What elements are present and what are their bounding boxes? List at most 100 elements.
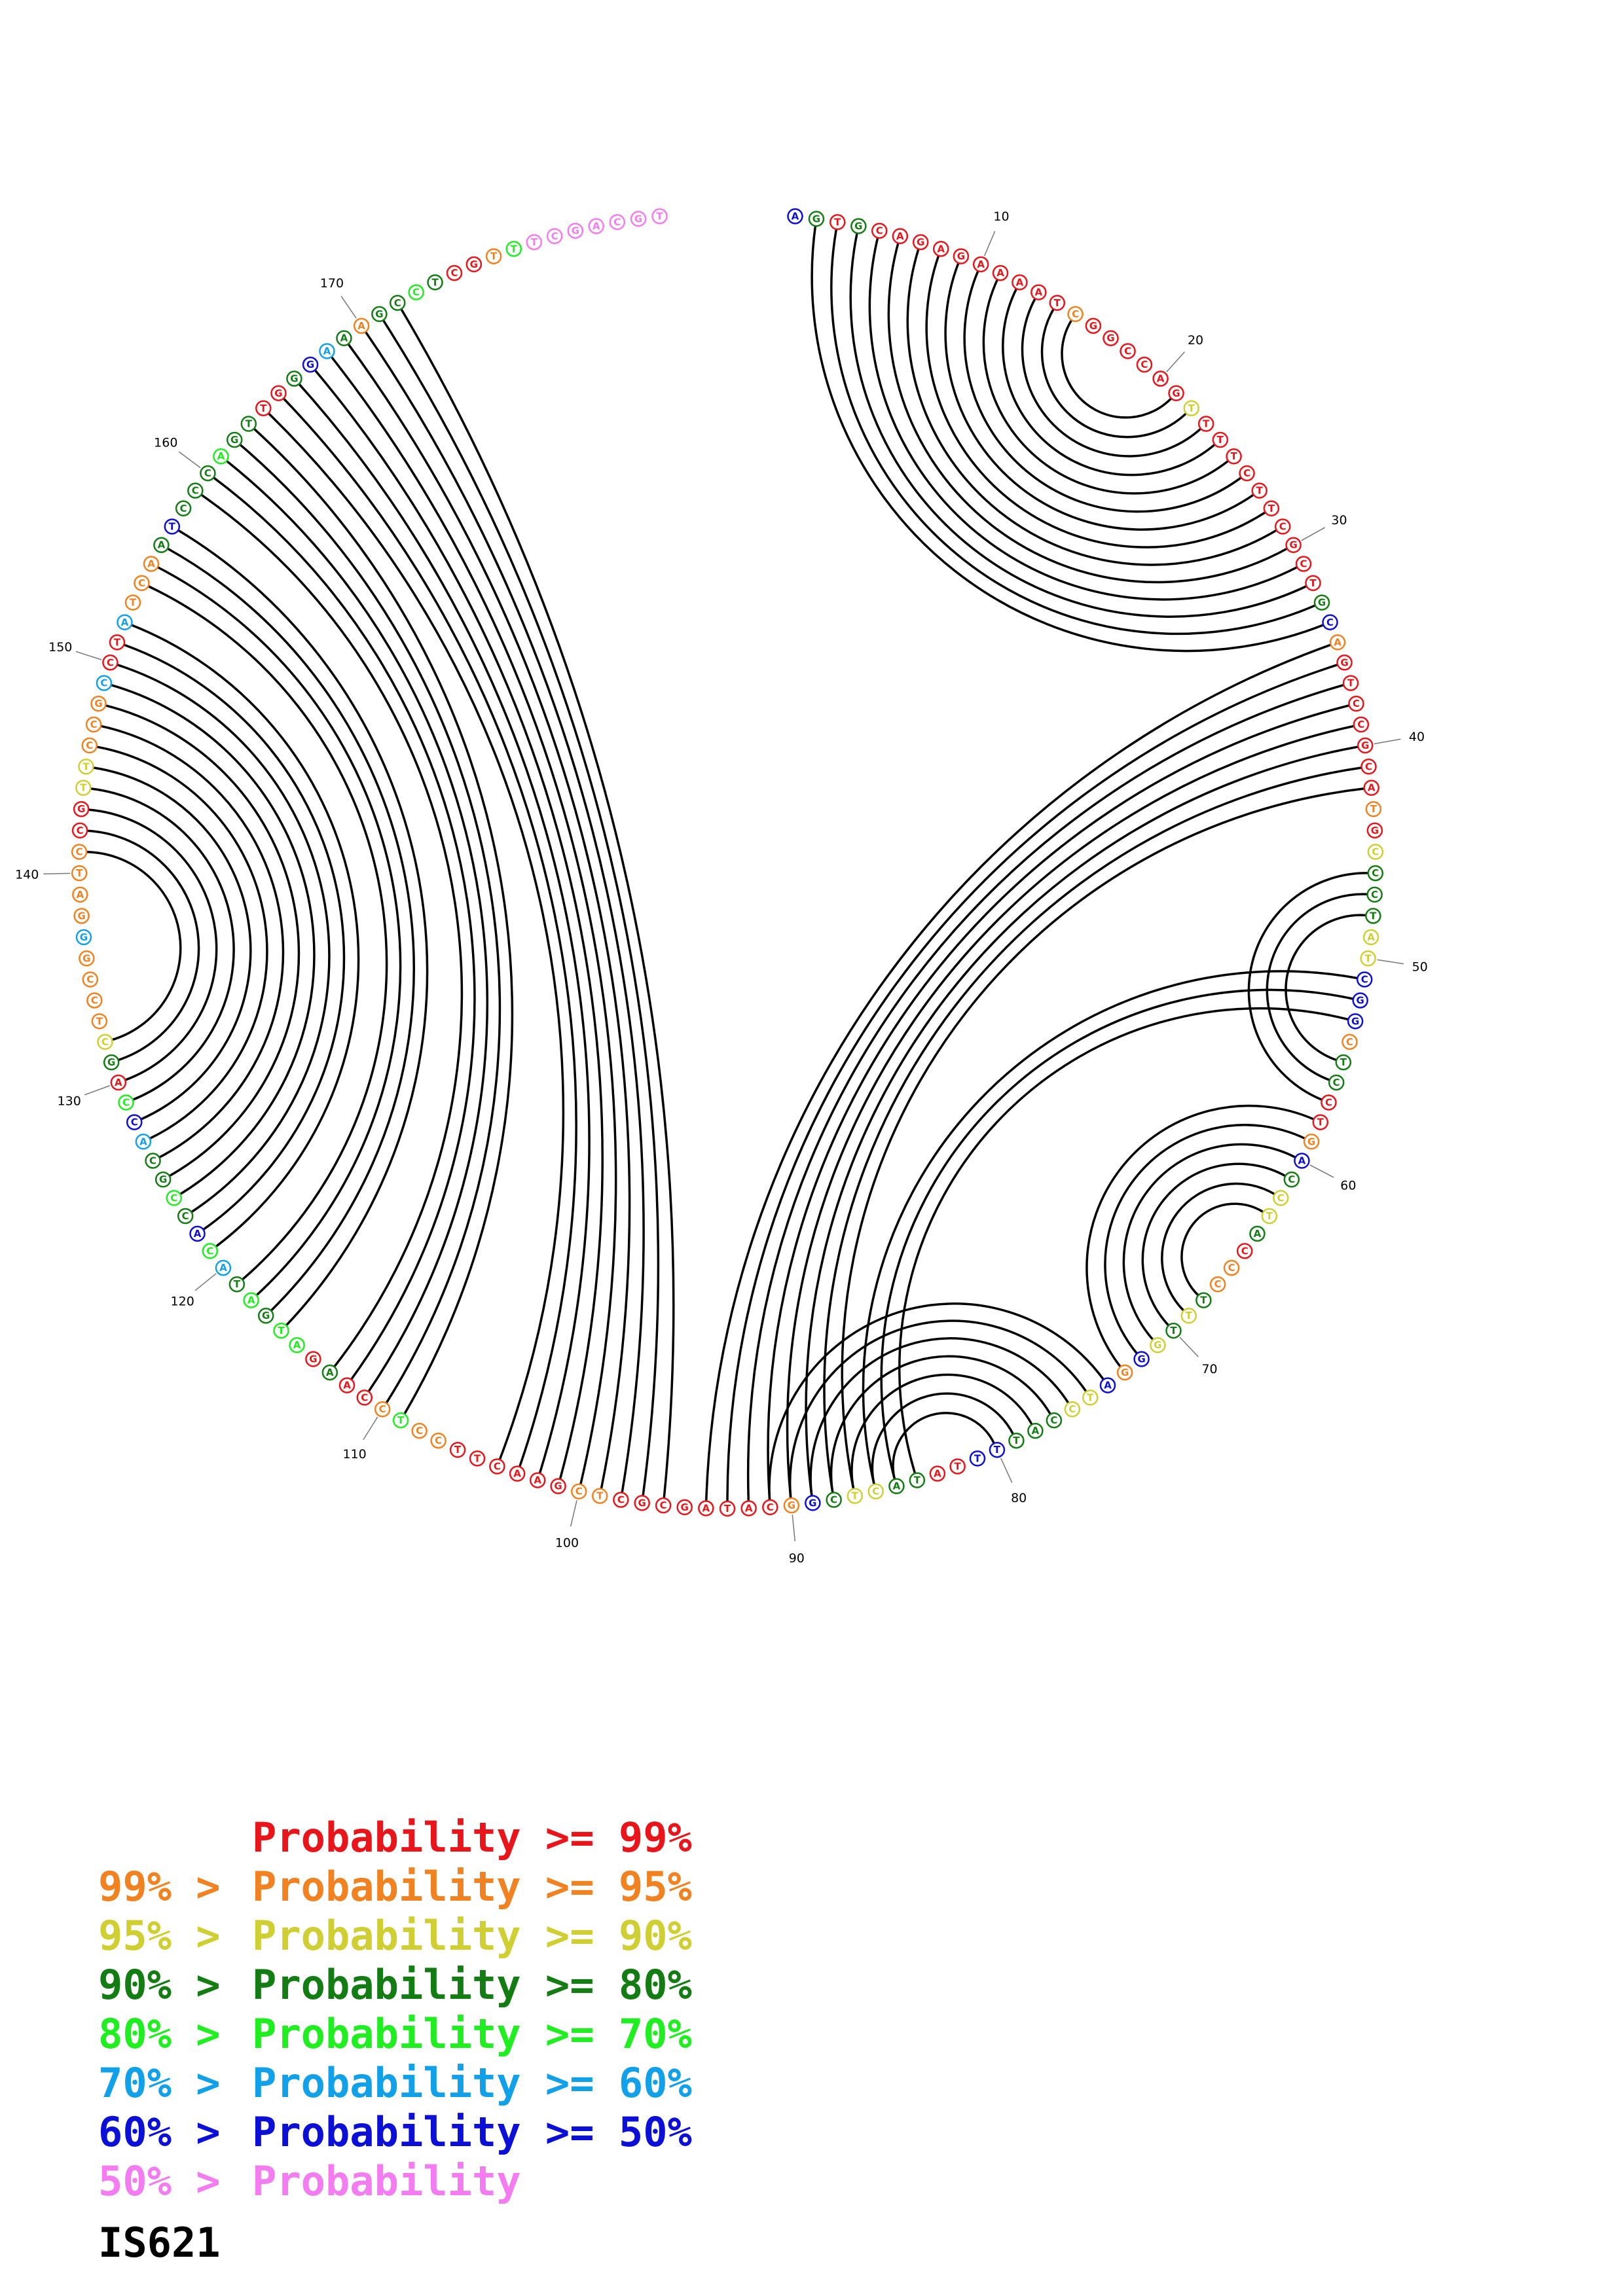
nucleotide-letter: T [724,1503,731,1515]
nucleotide-letter: C [107,656,114,668]
nucleotide-letter: G [159,1174,167,1185]
nucleotide-circle [485,248,502,264]
nucleotide-letter: C [379,1403,386,1415]
nucleotide-letter: C [1353,698,1360,709]
nucleotide: T [949,1458,966,1475]
nucleotide: C [200,465,216,482]
nucleotide-letter: C [1072,308,1079,320]
nucleotide-circle [109,634,126,651]
nucleotide: C [430,1432,447,1449]
nucleotide-letter: G [812,213,820,224]
nucleotide-circle [91,1013,108,1030]
nucleotide-letter: A [1016,276,1024,288]
nucleotide-letter: C [1357,719,1364,730]
base-pair-arc [1247,872,1369,1102]
nucleotide: C [1360,759,1377,775]
nucleotide: C [1328,1074,1345,1091]
nucleotide-letter: T [1230,450,1237,462]
nucleotide: C [1120,343,1136,359]
nucleotide-circle [411,1422,428,1439]
nucleotide: C [145,1153,161,1169]
nucleotide-circle [102,655,119,671]
base-pair-arc [200,493,464,1369]
nucleotide-letter: T [511,243,518,255]
nucleotide: A [932,241,949,257]
nucleotide-circle [389,295,406,312]
nucleotide: C [1236,1243,1253,1259]
base-pair-arc [768,1302,1105,1501]
nucleotide-letter: T [1186,1310,1193,1321]
nucleotide-circle [829,214,846,230]
base-pair-arc [282,397,577,1468]
tick-label: 160 [154,435,177,450]
nucleotide: A [321,1364,338,1381]
nucleotide-letter: T [1256,485,1264,497]
nucleotide-circle [1367,844,1384,860]
nucleotide: G [286,370,302,387]
nucleotide-circle [430,1432,447,1449]
tick-line [1179,1336,1199,1357]
nucleotide-circle [1133,1351,1150,1367]
nucleotide-letter: T [1217,434,1224,446]
nucleotide-circle [613,1492,629,1508]
nucleotide: A [1249,1225,1266,1242]
nucleotide-circle [550,1478,566,1494]
legend-prefix: 70% > [98,2059,245,2107]
nucleotide-letter: T [914,1475,921,1486]
nucleotide-letter: T [1013,1435,1020,1446]
nucleotide-circle [200,465,216,482]
nucleotide-circle [719,1500,736,1517]
base-pair-arc [906,248,1278,566]
tick-label: 60 [1340,1179,1356,1193]
nucleotide-letter: A [1254,1228,1262,1240]
legend-row: Probability >= 99% [98,1813,692,1862]
tick-line [340,296,357,319]
nucleotide: G [1150,1336,1166,1354]
nucleotide: T [469,1450,486,1467]
nucleotide-letter: T [852,1490,859,1502]
nucleotide-circle [1116,1364,1133,1381]
nucleotide-circle [164,518,181,535]
nucleotide-circle [1183,400,1199,417]
nucleotide-letter: T [1087,1391,1094,1403]
nucleotide-letter: G [1351,1015,1359,1027]
nucleotide-circle [1223,1259,1240,1276]
nucleotide-circle [96,675,113,691]
nucleotide-letter: G [957,251,965,262]
nucleotide: C [71,822,88,839]
nucleotide-letter: C [1325,1096,1332,1108]
nucleotide-circle [228,1276,246,1293]
nucleotide: A [336,330,352,346]
nucleotide-letter: T [1340,1056,1347,1068]
nucleotide: A [72,886,88,903]
base-pair-arc [809,1337,1070,1497]
nucleotide-circle [465,256,483,273]
nucleotide-circle [73,800,90,817]
nucleotide-circle [166,1190,182,1206]
nucleotide: G [805,1495,821,1511]
nucleotide-letter: C [122,1096,130,1108]
nucleotide: A [740,1500,757,1516]
nucleotide-letter: C [876,225,883,237]
nucleotide-letter: C [131,1117,138,1128]
nucleotide-circle [1261,1208,1278,1225]
base-pair-arc [314,368,604,1480]
nucleotide-letter: C [1241,1245,1249,1257]
nucleotide: G [634,1495,650,1511]
nucleotide-letter: C [91,995,98,1007]
nucleotide-circle [805,1495,821,1511]
nucleotide-letter: A [934,1468,941,1480]
nucleotide: T [240,416,257,432]
nucleotide-letter: G [1357,995,1364,1007]
nucleotide: G [103,1054,120,1071]
nucleotide-letter: A [1035,287,1043,298]
nucleotide-circle [1335,1054,1352,1071]
nucleotide-circle [783,1497,800,1514]
nucleotide: G [808,211,825,227]
nucleotide-letter: C [101,1036,109,1048]
nucleotide-circle [892,228,909,245]
nucleotide-circle [143,556,160,572]
legend-text: Probability >= 90% [252,1912,692,1960]
nucleotide-letter: T [80,782,87,794]
nucleotide-circle [1362,929,1379,946]
